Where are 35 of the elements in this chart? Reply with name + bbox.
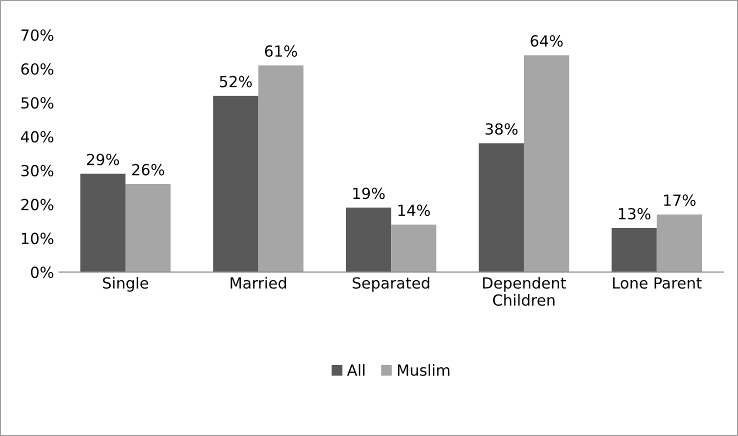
data-label: 52% xyxy=(220,76,252,88)
bar xyxy=(524,55,570,272)
data-label: 17% xyxy=(664,194,696,206)
data-label: 38% xyxy=(486,123,518,135)
data-label: 14% xyxy=(398,204,430,216)
bar xyxy=(612,228,657,272)
data-label: 13% xyxy=(618,208,650,220)
bar xyxy=(346,208,392,272)
y-tick-label: 0% xyxy=(30,266,54,278)
bar xyxy=(656,214,702,272)
x-tick-label: Lone Parent xyxy=(613,277,702,289)
bar xyxy=(213,96,258,272)
data-label: 26% xyxy=(132,164,164,176)
x-tick-label: Separated xyxy=(352,276,430,292)
legend-label: All xyxy=(347,364,364,376)
data-label: 29% xyxy=(87,154,120,166)
bar xyxy=(80,174,126,272)
x-tick-label: Married xyxy=(230,276,286,289)
data-label: 19% xyxy=(353,188,385,200)
x-tick-label: Dependent Children xyxy=(483,276,566,306)
y-tick-label: 10% xyxy=(22,232,54,244)
data-label: 64% xyxy=(530,35,563,47)
bar xyxy=(478,143,524,272)
y-tick-label: 40% xyxy=(20,130,54,143)
data-label: 61% xyxy=(264,45,298,57)
y-tick-label: 60% xyxy=(21,63,54,75)
bar xyxy=(258,65,304,272)
y-tick-label: 50% xyxy=(21,97,54,109)
y-tick-label: 70% xyxy=(21,29,54,41)
legend-label: Muslim xyxy=(398,364,450,376)
x-tick-label: Single xyxy=(102,276,148,292)
bar xyxy=(125,184,171,272)
y-tick-label: 20% xyxy=(21,198,54,210)
y-tick-label: 30% xyxy=(21,164,54,176)
bar xyxy=(391,224,436,272)
